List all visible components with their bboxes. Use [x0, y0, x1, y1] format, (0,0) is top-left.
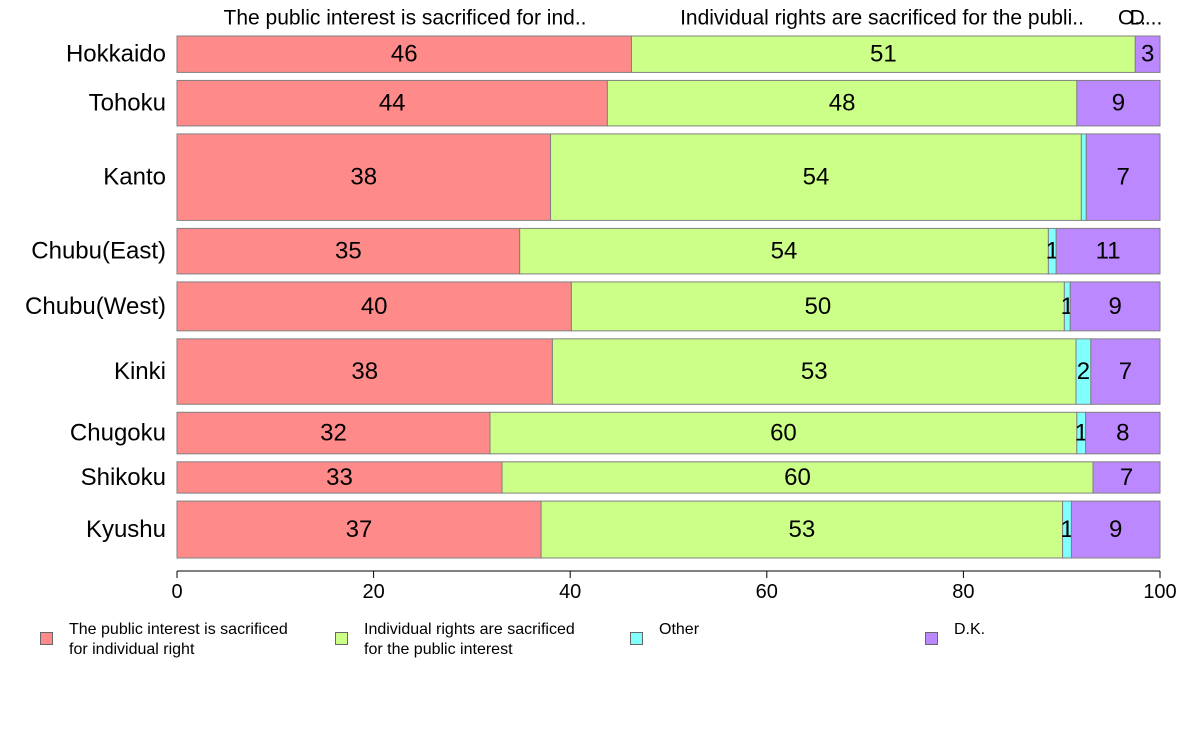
category-labels: Hokkaido Tohoku Kanto Chubu(East) Chubu(West…: [25, 41, 166, 543]
category-label: Hokkaido: [66, 41, 166, 68]
bar-segment: [1055, 227, 1161, 275]
bar-segment: [1134, 35, 1161, 73]
category-label: Shikoku: [81, 464, 166, 491]
data-label: 33: [326, 464, 353, 491]
top-series-label: O..: [1118, 7, 1146, 30]
data-label: 1: [1060, 516, 1073, 543]
legend-swatch: [335, 632, 348, 645]
legend-item-public-interest: The public interest is sacrificed for in…: [40, 620, 288, 660]
top-series-label: Individual rights are sacrificed for the…: [680, 7, 1084, 30]
data-label: 54: [771, 238, 798, 265]
x-tick-label: 20: [362, 581, 384, 603]
category-label: Kanto: [103, 164, 166, 191]
data-label: 53: [801, 358, 828, 385]
category-label: Chugoku: [70, 420, 166, 447]
data-label: 2: [1077, 358, 1090, 385]
category-label: Tohoku: [89, 90, 166, 117]
legend: The public interest is sacrificed for in…: [0, 620, 1188, 680]
data-label: 1: [1075, 420, 1088, 447]
data-label: 60: [784, 464, 811, 491]
bar-segment: [550, 133, 1082, 221]
legend-swatch: [630, 632, 643, 645]
bar-segment: [176, 227, 521, 275]
data-label: 11: [1096, 238, 1121, 265]
bar-segment: [519, 227, 1049, 275]
x-tick-label: 80: [952, 581, 974, 603]
legend-label: Other: [659, 621, 700, 638]
data-label: 9: [1109, 516, 1122, 543]
bar-segment: [1085, 133, 1161, 221]
top-series-label: D...: [1130, 7, 1163, 30]
data-label: 9: [1108, 293, 1121, 320]
category-label: Chubu(East): [31, 238, 166, 265]
category-label: Kyushu: [86, 516, 166, 543]
legend-swatch: [40, 632, 53, 645]
legend-label: Individual rights are sacrificed for the…: [364, 621, 575, 658]
bar-segment: [1085, 411, 1161, 455]
bar-segment: [1080, 133, 1087, 221]
x-tick-label: 0: [171, 581, 182, 603]
x-tick-label: 60: [756, 581, 778, 603]
top-labels: The public interest is sacrificed for in…: [224, 7, 1163, 30]
bar-segment: [1076, 79, 1161, 127]
data-label: 1: [1046, 238, 1059, 265]
bar-segment: [176, 461, 503, 494]
bar-segment: [551, 338, 1077, 405]
data-label: 7: [1120, 464, 1133, 491]
data-label: 7: [1116, 164, 1129, 191]
data-label: 32: [320, 420, 347, 447]
data-label: 38: [351, 358, 378, 385]
bar-segment: [176, 500, 542, 559]
data-label: 54: [803, 164, 830, 191]
legend-swatch: [925, 632, 938, 645]
bar-segment: [606, 79, 1078, 127]
data-label: 9: [1112, 90, 1125, 117]
legend-item-individual-rights: Individual rights are sacrificed for the…: [335, 620, 575, 660]
data-label: 60: [770, 420, 797, 447]
legend-label: D.K.: [954, 621, 986, 638]
data-label: 40: [361, 293, 388, 320]
legend-item-dk: D.K.: [925, 620, 985, 645]
bar-segment: [176, 133, 552, 221]
bar-segment: [1090, 338, 1161, 405]
data-label: 38: [350, 164, 377, 191]
data-label: 46: [391, 41, 418, 68]
bar-segment: [1092, 461, 1161, 494]
bar-segment: [489, 411, 1078, 455]
bar-segment: [1069, 281, 1161, 332]
data-label: 48: [829, 90, 856, 117]
category-label: Kinki: [114, 358, 166, 385]
data-label: 44: [379, 90, 406, 117]
data-label: 37: [346, 516, 373, 543]
data-label: 51: [870, 41, 897, 68]
x-tick-label: 40: [559, 581, 581, 603]
category-label: Chubu(West): [25, 293, 166, 320]
bar-segment: [1070, 500, 1161, 559]
bar-segment: [176, 281, 572, 332]
bar-segment: [176, 79, 608, 127]
x-axis: 0 20 40 60 80 100: [171, 570, 1177, 603]
top-series-label: The public interest is sacrificed for in…: [224, 7, 587, 30]
legend-label: The public interest is sacrificed for in…: [69, 621, 288, 658]
data-label: 50: [805, 293, 832, 320]
bar-segment: [540, 500, 1064, 559]
data-label: 53: [788, 516, 815, 543]
data-label: 35: [335, 238, 362, 265]
x-tick-label: 100: [1143, 581, 1176, 603]
data-label: 3: [1141, 41, 1154, 68]
legend-item-other: Other: [630, 620, 699, 645]
bar-segment: [570, 281, 1065, 332]
data-label: 7: [1119, 358, 1132, 385]
bar-segment: [501, 461, 1094, 494]
data-label: 8: [1116, 420, 1129, 447]
